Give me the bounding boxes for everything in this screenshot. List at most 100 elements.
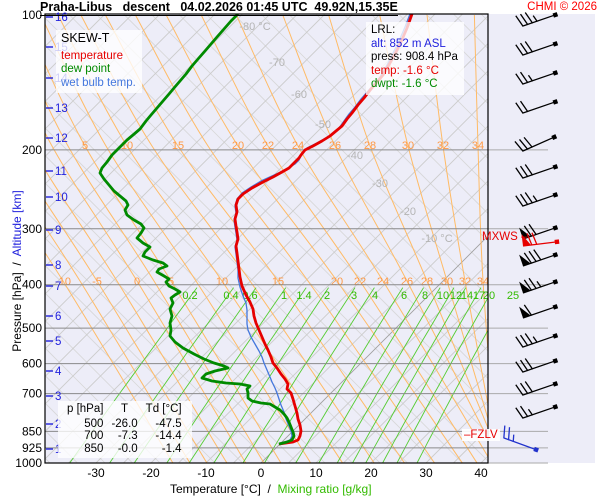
pressure-axis-label: 500 (22, 321, 42, 335)
x-axis-title: Temperature [°C] / Mixing ratio [g/kg] (170, 482, 372, 496)
isotherm-line (178, 153, 488, 463)
altitude-axis-label: 11 (55, 166, 67, 178)
lrl-info-box: LRL: alt: 852 m ASL press: 908.4 hPa tem… (366, 22, 464, 95)
legend: SKEW-T temperature dew point wet bulb te… (56, 30, 142, 93)
adiabat-label-400: 32 (459, 276, 471, 288)
y-axis-title: Pressure [hPa] / Altitude [km] (10, 186, 24, 356)
dry-adiabat-line (288, 14, 488, 214)
mixing-ratio-line (352, 287, 455, 463)
surface-wind-barb (503, 425, 539, 453)
legend-item-wet-bulb: wet bulb temp. (61, 76, 136, 89)
isotherm-line (343, 318, 488, 463)
y-axis-title-pressure: Pressure [hPa] / (10, 256, 24, 352)
x-axis-title-temperature: Temperature [°C] / (170, 482, 278, 496)
isotherm-label: -50 (315, 119, 331, 131)
altitude-axis-label: 8 (55, 260, 61, 272)
mixing-ratio-label: 12 (450, 290, 462, 302)
moist-adiabat-curve (45, 169, 228, 463)
temp-axis-label: -30 (87, 466, 105, 480)
pressure-axis-label: 925 (22, 441, 42, 455)
mixing-ratio-label: 8 (422, 290, 428, 302)
isotherm-line (45, 14, 326, 295)
level-table-header: p [hPa] T Td [°C] (63, 403, 186, 418)
adiabat-label-200: 5 (82, 140, 88, 152)
isotherm-line (123, 98, 488, 463)
lrl-dewpoint: dwpt: -1.6 °C (371, 78, 438, 90)
mixing-ratio-line (318, 287, 424, 463)
temp-axis-label: 30 (419, 466, 433, 480)
pressure-axis-label: 1000 (15, 456, 42, 470)
lrl-temperature: temp: -1.6 °C (371, 64, 439, 77)
wind-barb (515, 99, 559, 114)
moist-adiabat-curve (45, 132, 247, 463)
altitude-axis-label: 12 (55, 133, 68, 145)
adiabat-label-200: 20 (232, 140, 244, 152)
dry-adiabat-line (45, 320, 188, 463)
adiabat-label-200: 34 (472, 140, 484, 152)
dry-adiabat-line (45, 375, 133, 463)
mixing-ratio-line (416, 330, 488, 463)
adiabat-label-200: 15 (172, 140, 184, 152)
pressure-axis-label: 100 (22, 8, 42, 22)
y-axis-title-altitude: Altitude [km] (10, 190, 24, 257)
lrl-title: LRL: (371, 24, 396, 36)
adiabat-label-400: 5 (168, 276, 174, 288)
adiabat-label-400: 22 (354, 276, 366, 288)
mixing-ratio-label: 6 (401, 290, 407, 302)
mixing-ratio-label: 0.4 (223, 290, 238, 302)
altitude-axis-label: 5 (55, 336, 61, 348)
mixing-ratio-line (382, 287, 482, 463)
pressure-axis-label: 300 (22, 222, 42, 236)
adiabat-label-200: 28 (364, 140, 376, 152)
temp-axis-label: 20 (364, 466, 378, 480)
x-axis-title-mixing-ratio: Mixing ratio [g/kg] (277, 482, 372, 496)
dry-adiabat-line (45, 237, 271, 463)
isotherm-line (95, 70, 488, 463)
legend-item-dew-point: dew point (61, 63, 111, 75)
adiabat-label-400: 24 (377, 276, 389, 288)
mixing-ratio-label: 17 (473, 290, 485, 302)
adiabat-label-400: 34 (477, 276, 489, 288)
wind-barb (515, 164, 559, 179)
mixing-ratio-line (242, 287, 356, 463)
temp-axis-label: 10 (309, 466, 323, 480)
temperature-curve (233, 14, 414, 446)
moist-adiabat-curve (328, 14, 488, 428)
legend-item-temperature: temperature (61, 49, 124, 62)
isotherm-label: -10 °C (421, 233, 452, 245)
pressure-axis-label: 200 (22, 143, 42, 157)
wind-barb (515, 358, 559, 373)
moist-adiabat-curve (45, 201, 208, 463)
adiabat-label-400: 10 (216, 276, 228, 288)
isotherm-line (205, 180, 488, 463)
legend-title: SKEW-T (61, 31, 110, 45)
freezing-level-label: –FZLV (462, 429, 500, 441)
mixing-ratio-label: 3 (351, 290, 357, 302)
adiabat-label-400: 26 (401, 276, 413, 288)
wind-barb (519, 277, 559, 294)
level-table-col: p [hPa] (67, 403, 104, 415)
moist-adiabat-curve (282, 14, 488, 439)
copyright-label: CHMI © 2026 (527, 1, 597, 13)
isotherm-line (315, 290, 488, 463)
altitude-axis-label: 4 (55, 366, 62, 378)
max-wind-speed-label: MXWS – (482, 231, 528, 243)
pressure-axis-label: 400 (22, 278, 42, 292)
mixing-ratio-line (213, 287, 329, 463)
temp-axis-label: -10 (197, 466, 215, 480)
isotherm-label: -60 (291, 89, 307, 101)
lrl-altitude: alt: 852 m ASL (371, 37, 446, 50)
isotherm-line (45, 14, 243, 212)
level-table: p [hPa] T Td [°C] 500 -26.0 -47.5 700 -7.3 -14.… (58, 401, 192, 458)
mixing-ratio-label: 1 (281, 290, 287, 302)
mixing-ratio-label: 25 (507, 290, 519, 302)
isotherm-line (150, 125, 488, 463)
dry-adiabat-line (398, 14, 488, 104)
moist-adiabat-curve (134, 14, 435, 463)
wind-barb (515, 41, 559, 56)
mixing-ratio-label: 20 (483, 290, 495, 302)
max-wind-barb (521, 232, 560, 247)
isotherm-line (45, 14, 298, 267)
